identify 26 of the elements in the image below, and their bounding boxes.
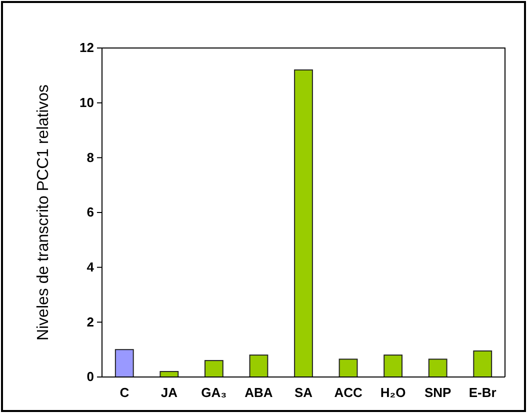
- y-tick-label: 8: [86, 150, 94, 165]
- y-tick-label: 6: [86, 204, 94, 220]
- bar: [204, 360, 224, 378]
- y-tick-label: 4: [86, 259, 95, 274]
- x-tick-label: JA: [160, 385, 178, 400]
- bar: [473, 350, 492, 378]
- y-axis-title: Niveles de transcrito PCC1 relativos: [35, 84, 52, 341]
- bar: [294, 69, 313, 378]
- y-tick-label: 10: [80, 94, 94, 110]
- y-tick-label: 2: [86, 314, 94, 330]
- x-tick-label: SNP: [424, 385, 452, 400]
- x-tick-label: ACC: [334, 385, 363, 400]
- x-tick-label: H₂O: [380, 385, 406, 400]
- bar: [428, 358, 448, 378]
- bar: [384, 354, 403, 378]
- x-tick-label: ABA: [244, 385, 274, 400]
- y-tick-label: 0: [86, 369, 94, 384]
- x-tick-label: C: [120, 385, 130, 400]
- x-tick-label: GA₃: [201, 385, 227, 400]
- x-tick-label: E-Br: [468, 385, 496, 400]
- bar: [160, 371, 179, 378]
- bar: [338, 358, 358, 378]
- bar: [249, 354, 268, 378]
- bar: [114, 349, 134, 378]
- x-tick-label: SA: [294, 385, 314, 400]
- y-tick-label: 12: [80, 40, 94, 56]
